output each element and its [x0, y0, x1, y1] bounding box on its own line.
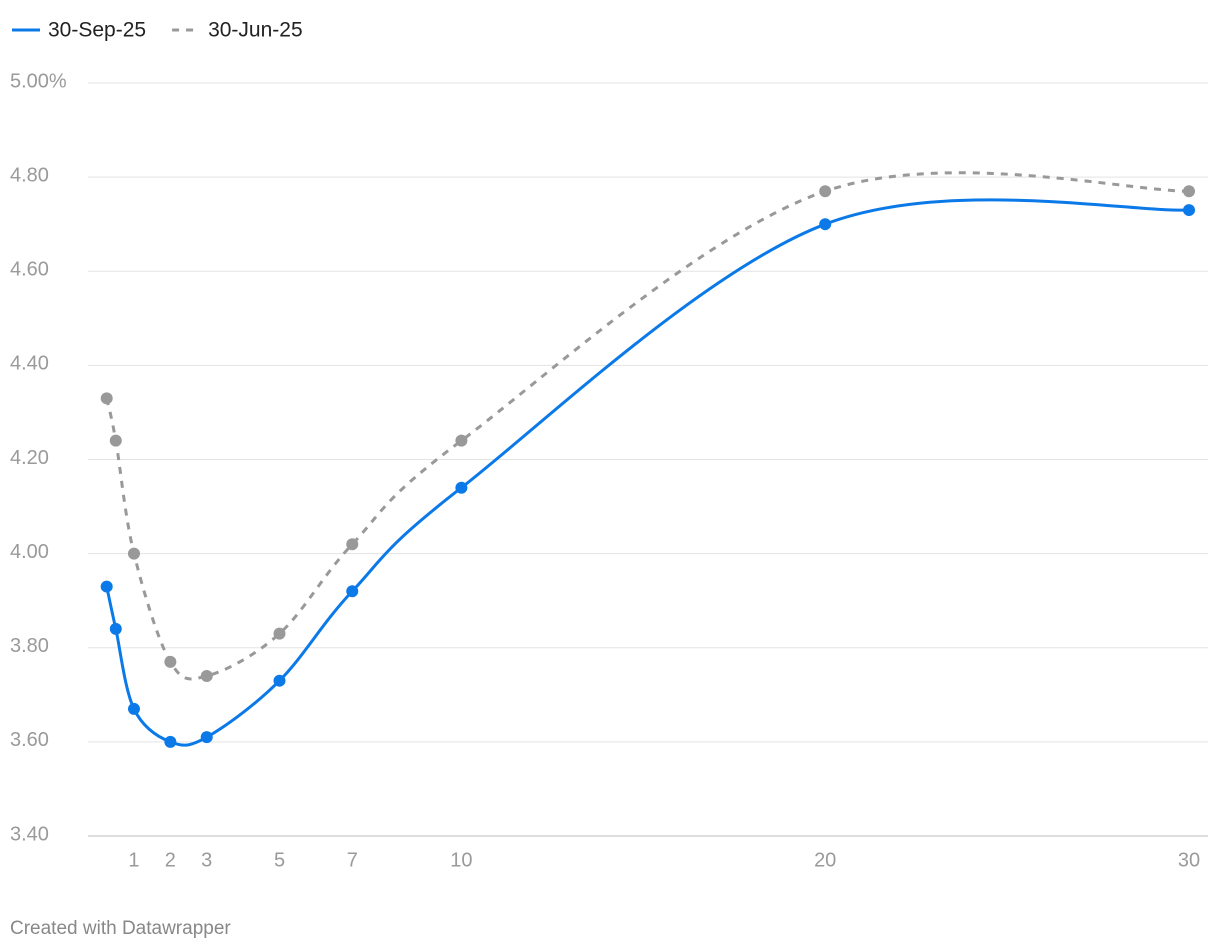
- y-tick-label: 3.60: [10, 729, 49, 751]
- data-point: [127, 547, 140, 560]
- legend-label: 30-Jun-25: [208, 19, 303, 42]
- x-tick-label: 7: [347, 849, 358, 871]
- y-tick-label: 4.20: [10, 447, 49, 469]
- y-tick-label: 4.00: [10, 541, 49, 563]
- series-line: [105, 171, 1190, 681]
- data-point: [100, 580, 113, 593]
- data-point: [100, 392, 113, 405]
- x-tick-label: 30: [1178, 849, 1200, 871]
- data-point: [200, 669, 213, 682]
- data-point: [455, 481, 468, 494]
- data-point: [109, 434, 122, 447]
- x-tick-label: 10: [450, 849, 472, 871]
- data-point: [819, 185, 832, 198]
- data-point: [164, 655, 177, 668]
- legend-label: 30-Sep-25: [48, 19, 146, 42]
- y-tick-label: 3.40: [10, 823, 49, 845]
- x-tick-label: 5: [274, 849, 285, 871]
- data-point: [346, 538, 359, 551]
- y-tick-label: 3.80: [10, 635, 49, 657]
- x-tick-label: 1: [128, 849, 139, 871]
- series-line: [105, 198, 1190, 747]
- data-point: [127, 702, 140, 715]
- data-point: [346, 585, 359, 598]
- data-point: [1183, 204, 1195, 217]
- data-point: [200, 731, 213, 744]
- y-tick-label: 5.00%: [10, 70, 67, 92]
- data-point: [164, 735, 177, 748]
- data-point: [273, 627, 286, 640]
- data-point: [273, 674, 286, 687]
- data-point: [455, 434, 468, 447]
- data-point: [1183, 185, 1195, 198]
- y-tick-label: 4.60: [10, 259, 49, 281]
- x-tick-label: 20: [814, 849, 836, 871]
- y-tick-label: 4.80: [10, 164, 49, 186]
- data-point: [109, 622, 122, 635]
- x-tick-label: 2: [165, 849, 176, 871]
- y-tick-label: 4.40: [10, 353, 49, 375]
- data-point: [819, 218, 832, 231]
- footer: Created with Datawrapper: [10, 918, 231, 939]
- x-tick-label: 3: [201, 849, 212, 871]
